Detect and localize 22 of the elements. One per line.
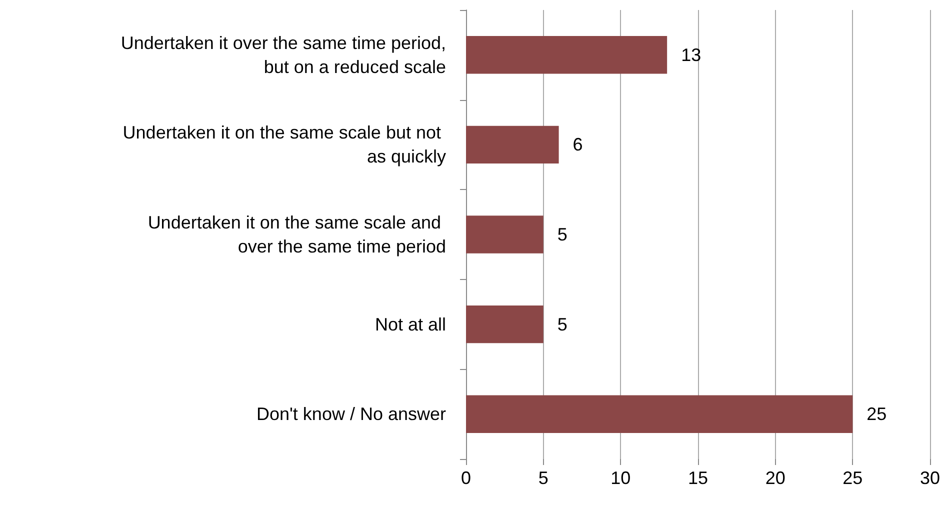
y-tick-label: Not at all	[374, 314, 446, 334]
bar	[466, 305, 544, 344]
y-tick-label: Don't know / No answer	[256, 404, 446, 424]
y-tick-label: Undertaken it on the same scale but not as quickly	[122, 122, 446, 167]
x-tick-label: 30	[920, 468, 940, 488]
x-tick-label: 0	[460, 468, 472, 488]
bar	[466, 126, 559, 164]
bar	[466, 395, 853, 433]
data-label: 5	[557, 314, 568, 334]
x-tick-label: 5	[538, 468, 548, 488]
x-tick-label: 10	[610, 468, 631, 488]
bar	[466, 216, 544, 254]
x-tick-label: 25	[842, 468, 863, 488]
y-tick-label: Undertaken it over the same time period, but on a reduced scale	[120, 32, 446, 77]
x-tick-label: 20	[765, 468, 786, 488]
bar	[466, 36, 668, 74]
y-tick-label: Undertaken it on the same scale and over the same time period	[148, 212, 446, 256]
data-label: 5	[557, 224, 568, 244]
data-label: 25	[866, 404, 887, 424]
x-tick-label: 15	[688, 468, 708, 488]
data-label: 6	[572, 134, 583, 155]
data-label: 13	[681, 44, 702, 65]
